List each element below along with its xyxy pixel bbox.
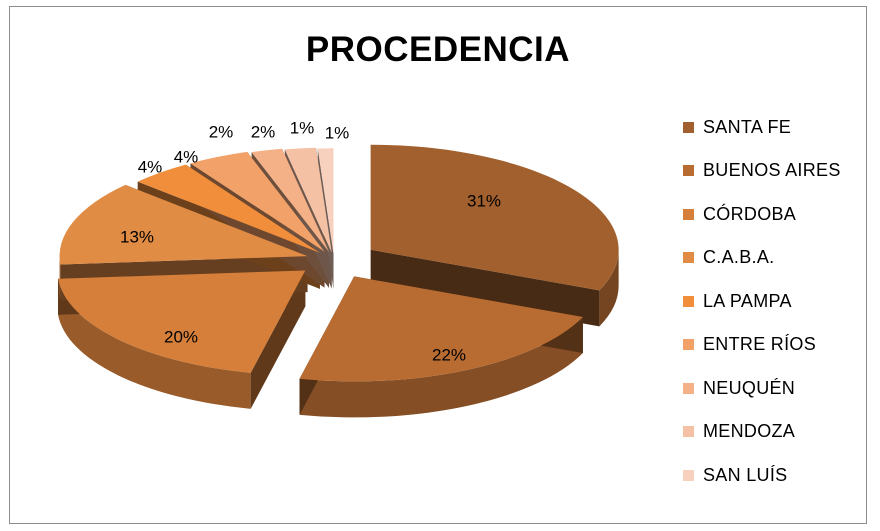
pie-slice-entre-rios: [190, 151, 325, 252]
legend-item-mendoza: MENDOZA: [683, 417, 795, 447]
legend-swatch: [683, 426, 694, 437]
data-label-1: 22%: [432, 345, 466, 364]
pie-slice-santa-fe-wall: [599, 249, 619, 327]
pie-slice-cordoba: [58, 270, 306, 373]
pie-slice-buenos-aires: [299, 276, 583, 382]
data-label-0: 31%: [467, 191, 501, 210]
legend-item-buenos-aires: BUENOS AIRES: [683, 156, 841, 186]
legend-item-c-a-b-a: C.A.B.A.: [683, 243, 774, 273]
pie-slice-c-a-b-a-wall: [59, 256, 61, 301]
legend-label: CÓRDOBA: [703, 203, 797, 224]
data-label-6: 2%: [209, 122, 234, 141]
pie-slice-buenos-aires-wall: [299, 316, 583, 418]
legend-swatch: [683, 382, 694, 394]
data-label-3: 13%: [120, 227, 154, 246]
legend-swatch: [683, 208, 694, 220]
legend-label: SANTA FE: [703, 116, 792, 137]
pie-slice-san-luis: [317, 148, 334, 254]
data-label-2: 20%: [164, 327, 198, 346]
legend-label: ENTRE RÍOS: [703, 334, 817, 354]
legend-item-neuquen: NEUQUÉN: [683, 373, 795, 403]
pie-slice-mendoza: [284, 147, 332, 253]
legend-swatch: [683, 469, 694, 481]
legend-item-cordoba: CÓRDOBA: [683, 199, 796, 229]
data-label-5: 4%: [174, 147, 199, 166]
legend-label: SAN LUÍS: [703, 464, 788, 485]
data-label-4: 4%: [138, 157, 163, 176]
pie-slice-cordoba-wall: [58, 278, 251, 409]
pie-slice-c-a-b-a: [59, 184, 308, 265]
pie-slice-santa-fe: [370, 144, 619, 291]
legend-label: MENDOZA: [703, 421, 796, 441]
pie-slice-neuquen: [251, 148, 329, 252]
pie-data-labels: 31% 22% 20% 13% 4% 4% 2% 2% 1% 1%: [120, 118, 501, 364]
legend-item-entre-rios: ENTRE RÍOS: [683, 330, 816, 360]
data-label-8: 1%: [290, 118, 315, 137]
legend-swatch: [683, 295, 694, 307]
legend-label: C.A.B.A.: [703, 247, 775, 267]
data-label-9: 1%: [325, 123, 350, 142]
legend-label: LA PAMPA: [703, 290, 792, 311]
legend-label: NEUQUÉN: [703, 377, 796, 398]
legend-swatch: [683, 165, 694, 176]
pie-slice-santa-fe-cut-end: [370, 249, 600, 327]
data-label-7: 2%: [251, 122, 276, 141]
pie-slice-la-pampa: [137, 164, 320, 253]
legend-label: BUENOS AIRES: [703, 160, 841, 180]
chart-title: PROCEDENCIA: [305, 30, 571, 69]
legend-swatch: [683, 252, 694, 263]
legend-item-santa-fe: SANTA FE: [683, 112, 791, 142]
legend-item-la-pampa: LA PAMPA: [683, 286, 792, 316]
pie-slices: [58, 144, 619, 382]
legend-swatch: [683, 339, 694, 350]
legend-swatch: [683, 121, 694, 133]
legend-item-san-luis: SAN LUÍS: [683, 460, 787, 490]
